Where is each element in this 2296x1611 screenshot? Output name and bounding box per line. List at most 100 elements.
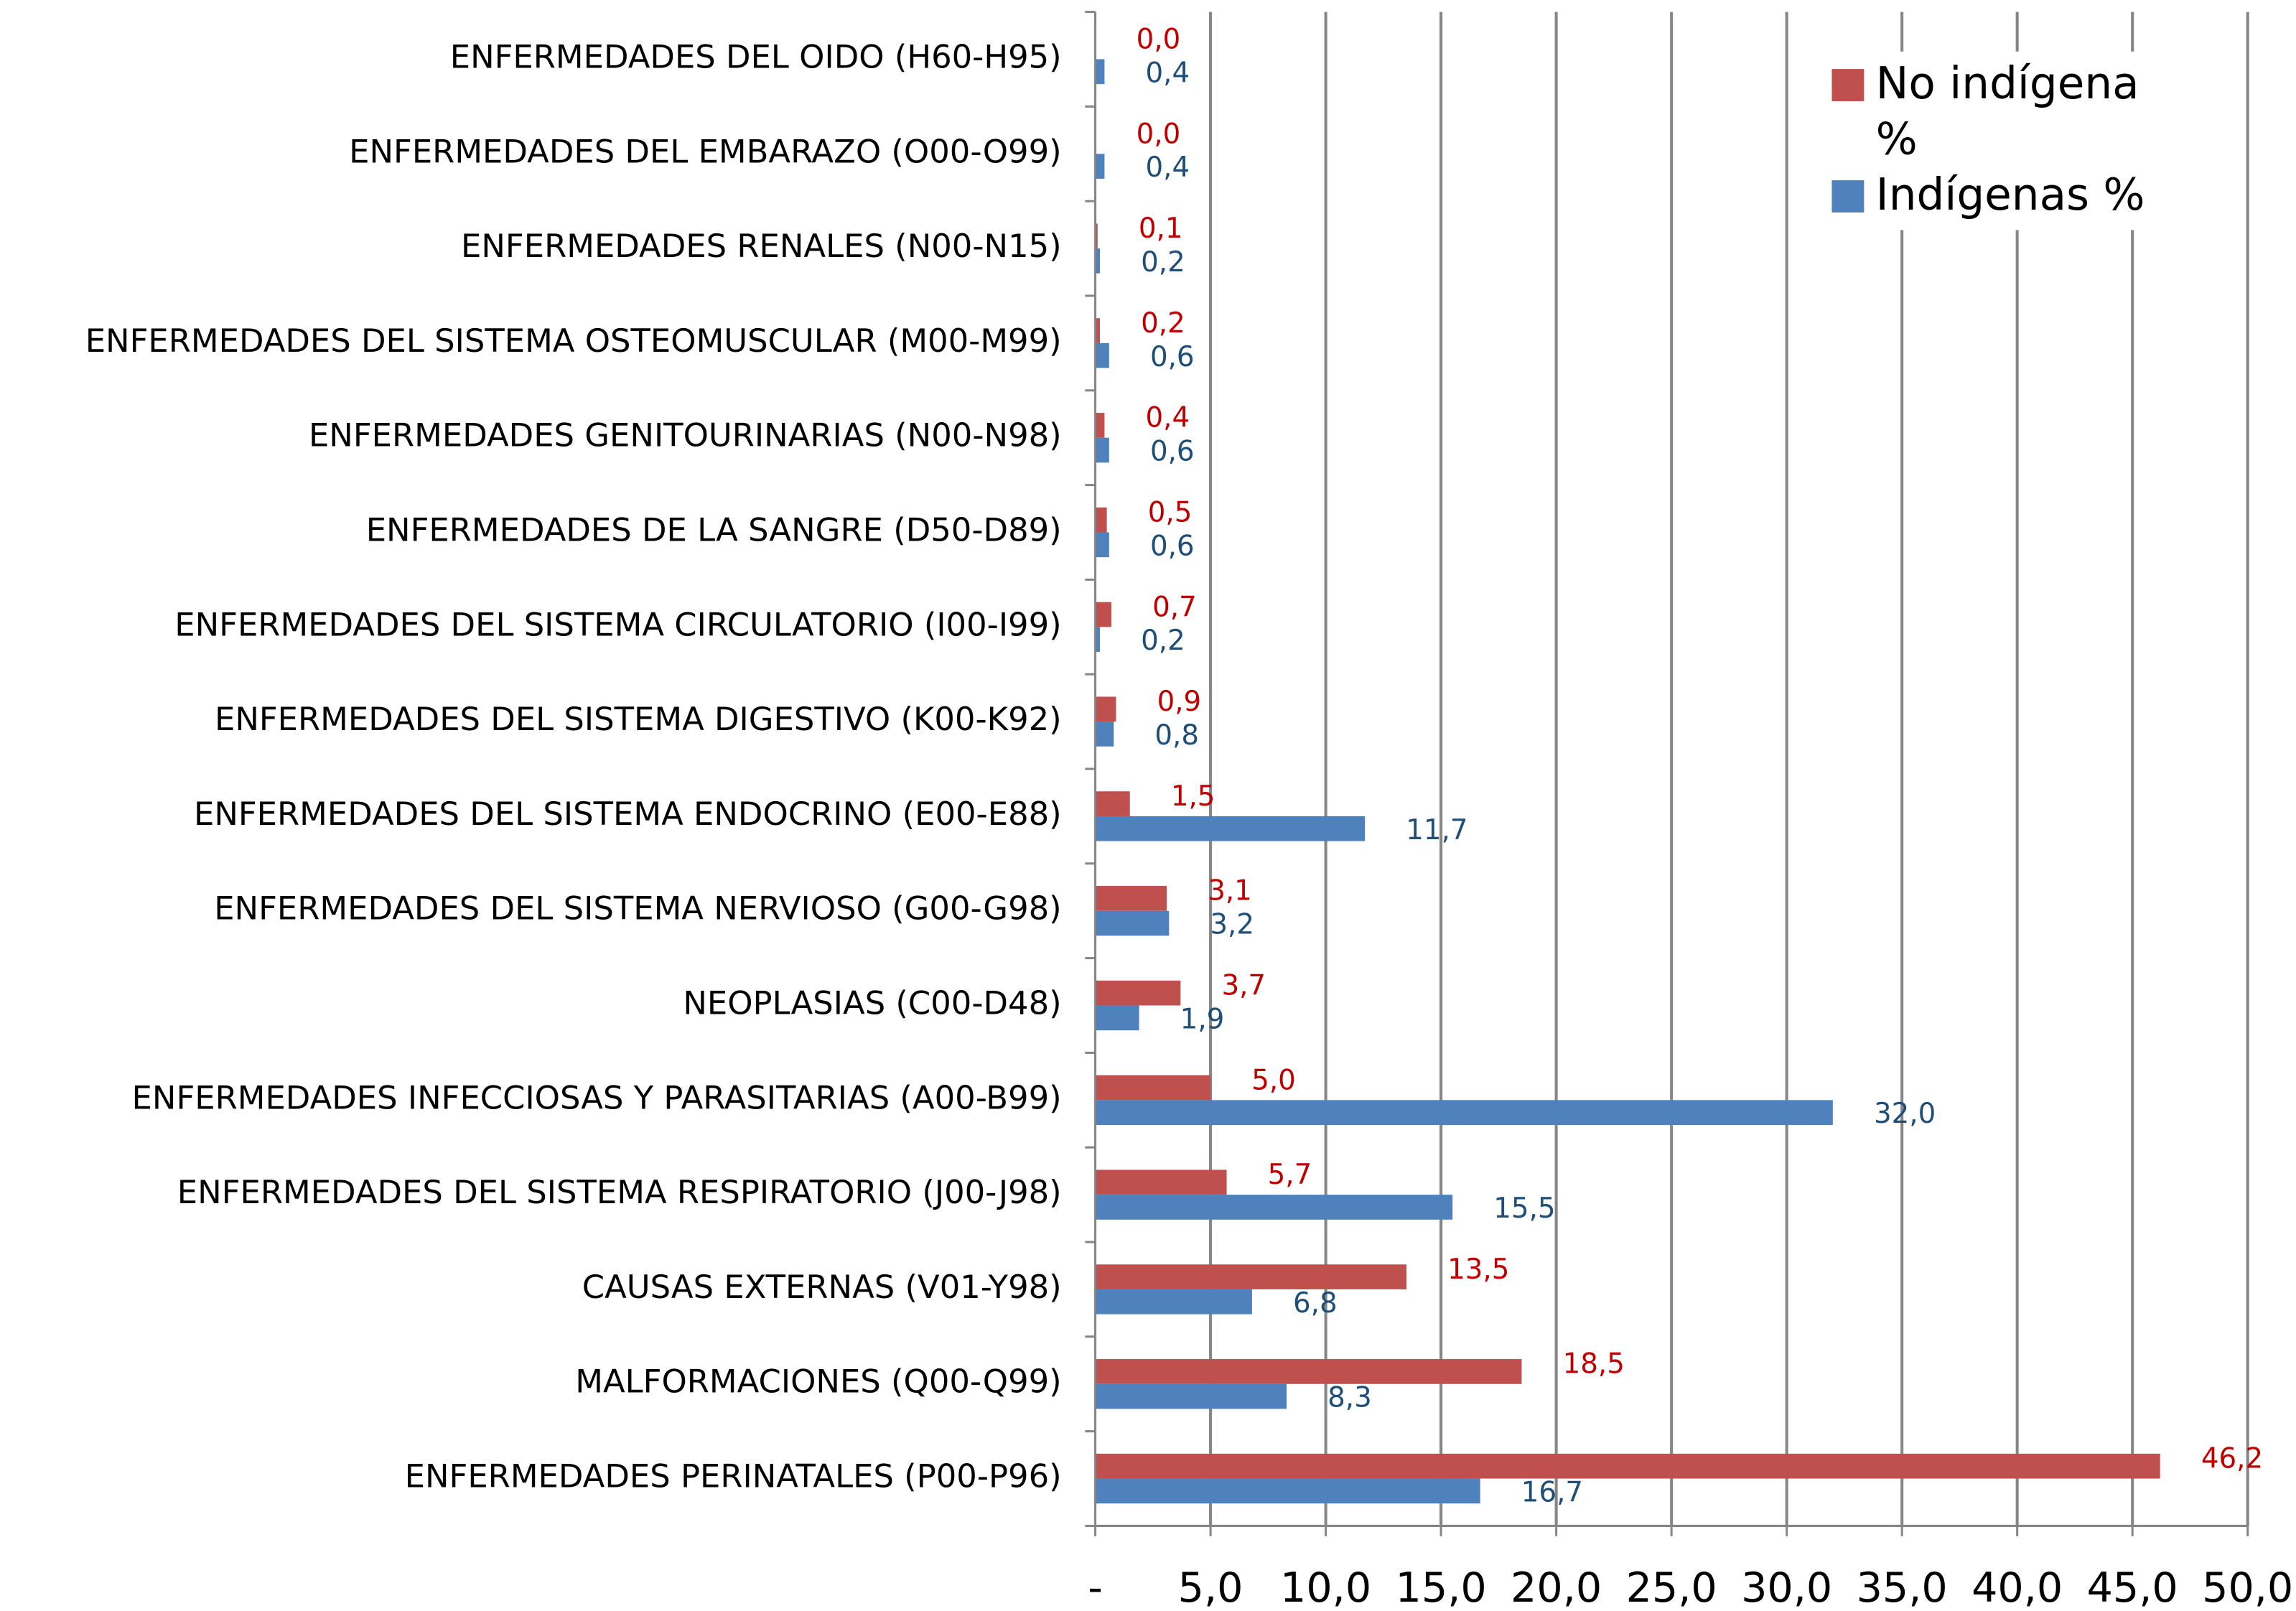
data-label: 46,2 (2201, 1443, 2263, 1475)
data-label: 0,4 (1146, 151, 1190, 184)
data-label: 0,1 (1139, 213, 1183, 245)
x-tick-label: 10,0 (1280, 1564, 1371, 1611)
bar (1095, 248, 1100, 274)
y-tick-label: ENFERMEDADES DEL EMBARAZO (O00-O99) (349, 132, 1062, 170)
data-label: 3,2 (1210, 909, 1254, 941)
x-tick-label: - (1088, 1564, 1103, 1611)
data-label: 15,5 (1493, 1192, 1555, 1225)
x-tick-label: 30,0 (1741, 1564, 1832, 1611)
x-tick-label: 35,0 (1857, 1564, 1948, 1611)
y-tick-label: ENFERMEDADES DEL SISTEMA CIRCULATORIO (I… (174, 605, 1061, 643)
data-label: 0,8 (1154, 719, 1199, 752)
bar (1095, 342, 1109, 368)
data-label: 3,1 (1208, 875, 1252, 907)
data-label: 5,0 (1251, 1064, 1296, 1096)
legend-item: No indígena % (1831, 57, 2183, 169)
bar (1095, 627, 1100, 652)
bars (1095, 59, 2160, 1504)
data-label: 0,7 (1152, 591, 1197, 623)
data-label: 3,7 (1221, 970, 1266, 1002)
bar (1095, 696, 1116, 722)
x-tick-label: 20,0 (1511, 1564, 1602, 1611)
grid (1209, 11, 2249, 1526)
data-label: 0,5 (1148, 497, 1193, 529)
y-tick-label: ENFERMEDADES RENALES (N00-N15) (461, 227, 1062, 265)
data-label: 0,0 (1137, 118, 1181, 150)
y-tick-label: ENFERMEDADES DEL SISTEMA DIGESTIVO (K00-… (215, 700, 1062, 738)
legend-label: Indígenas % (1875, 169, 2145, 222)
data-label: 32,0 (1874, 1098, 1936, 1130)
data-label: 0,4 (1146, 57, 1190, 89)
bar (1095, 532, 1109, 558)
bar (1095, 980, 1181, 1006)
data-label: 0,0 (1137, 23, 1181, 55)
x-tick-label: 25,0 (1626, 1564, 1717, 1611)
labels: - 5,0 10,0 15,0 20,0 25,0 30,0 35,0 40,0 45,0 50,0… (85, 23, 2294, 1611)
bar (1095, 1005, 1139, 1031)
legend: No indígena %Indígenas % (1823, 51, 2193, 230)
bar (1095, 722, 1114, 747)
data-label: 18,5 (1563, 1348, 1625, 1381)
data-label: 11,7 (1406, 814, 1467, 846)
y-tick-label: ENFERMEDADES DE LA SANGRE (D50-D89) (366, 510, 1062, 548)
y-tick-label: ENFERMEDADES PERINATALES (P00-P96) (405, 1457, 1062, 1495)
bar (1095, 1289, 1252, 1315)
x-tick-label: 50,0 (2202, 1564, 2293, 1611)
y-tick-label: NEOPLASIAS (C00-D48) (683, 984, 1061, 1022)
y-tick-label: ENFERMEDADES DEL SISTEMA RESPIRATORIO (J… (177, 1173, 1062, 1211)
y-tick-label: ENFERMEDADES INFECCIOSAS Y PARASITARIAS … (132, 1078, 1062, 1116)
bar (1095, 1264, 1406, 1289)
legend-swatch (1831, 180, 1865, 213)
bar (1095, 791, 1130, 816)
y-tick-label: ENFERMEDADES DEL OIDO (H60-H95) (450, 37, 1062, 75)
bar (1095, 318, 1100, 343)
data-label: 16,7 (1521, 1476, 1583, 1508)
y-tick-label: ENFERMEDADES DEL SISTEMA OSTEOMUSCULAR (… (85, 322, 1062, 360)
legend-label: No indígena % (1875, 58, 2139, 166)
bar (1095, 1075, 1211, 1101)
data-label: 1,5 (1171, 780, 1215, 813)
data-label: 5,7 (1268, 1159, 1312, 1191)
x-tick-label: 5,0 (1178, 1564, 1243, 1611)
data-label: 0,6 (1150, 436, 1195, 468)
bar (1095, 1359, 1522, 1384)
data-label: 0,6 (1150, 530, 1195, 562)
bar (1095, 1453, 2160, 1479)
legend-box: No indígena % Indígenas % (1823, 51, 2193, 230)
y-tick-label: CAUSAS EXTERNAS (V01-Y98) (582, 1268, 1062, 1306)
bar (1095, 886, 1167, 911)
data-label: 6,8 (1293, 1287, 1338, 1320)
data-label: 0,2 (1141, 246, 1185, 279)
bar (1095, 507, 1107, 533)
data-label: 0,9 (1157, 686, 1202, 718)
data-label: 0,2 (1141, 307, 1185, 340)
data-label: 8,3 (1327, 1382, 1372, 1414)
bar (1095, 816, 1366, 841)
y-tick-label: ENFERMEDADES DEL SISTEMA NERVIOSO (G00-G… (214, 889, 1061, 928)
legend-swatch (1831, 69, 1865, 101)
bar (1095, 1478, 1480, 1504)
data-label: 0,6 (1150, 341, 1195, 373)
x-tick-label: 40,0 (1971, 1564, 2063, 1611)
x-tick-label: 15,0 (1396, 1564, 1487, 1611)
axes (1085, 11, 2249, 1536)
bar (1095, 154, 1105, 179)
x-tick-label: 45,0 (2087, 1564, 2178, 1611)
bar (1095, 1169, 1227, 1195)
data-label: 1,9 (1180, 1003, 1225, 1035)
data-label: 0,2 (1141, 625, 1185, 657)
bar (1095, 1383, 1287, 1409)
bar (1095, 1100, 1833, 1126)
bar (1095, 413, 1105, 438)
legend-item: Indígenas % (1831, 169, 2183, 225)
y-tick-label: MALFORMACIONES (Q00-Q99) (575, 1363, 1061, 1401)
bar (1095, 1195, 1453, 1220)
data-label: 0,4 (1146, 402, 1190, 434)
bar (1095, 59, 1105, 85)
bar (1095, 602, 1112, 627)
y-tick-label: ENFERMEDADES GENITOURINARIAS (N00-N98) (309, 416, 1062, 454)
bar (1095, 437, 1109, 463)
data-label: 13,5 (1447, 1253, 1509, 1286)
